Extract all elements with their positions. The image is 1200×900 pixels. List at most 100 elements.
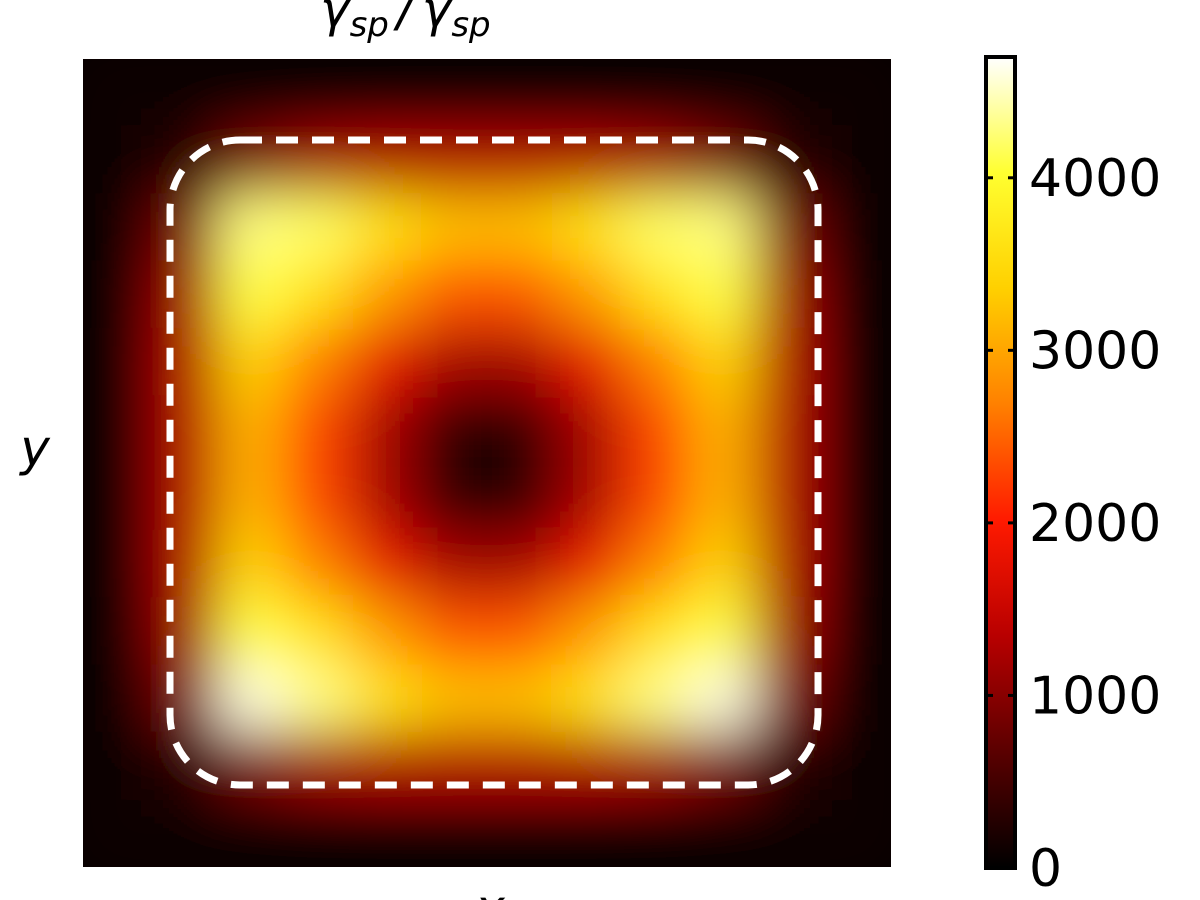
heatmap-cell [553,664,623,733]
heatmap-cell [419,664,488,733]
heatmap-cell [351,193,421,262]
heatmap-cell [149,529,219,599]
heatmap-cell [83,260,151,329]
heatmap-cell [149,731,219,801]
heatmap-cell [351,597,421,666]
heatmap [83,59,891,867]
heatmap-cell [83,193,151,262]
heatmap-cell [688,462,757,531]
heatmap-cell [149,462,219,531]
heatmap-cell [755,664,825,733]
heatmap-cell [83,125,151,195]
heatmap-cell [217,664,286,733]
heatmap-cell [621,462,690,531]
heatmap-cell [621,260,690,329]
heatmap-cell [755,529,825,599]
heatmap-cell [621,327,690,397]
heatmap-cell [688,260,757,329]
heatmap-cell [823,731,891,801]
heatmap-cell [755,799,825,867]
heatmap-cell [823,125,891,195]
heatmap-cell [284,597,353,666]
heatmap-cell [284,395,353,464]
heatmap-cell [621,731,690,801]
heatmap-cell [419,327,488,397]
heatmap-cell [553,327,623,397]
heatmap-cell [486,799,555,867]
heatmap-cell [553,193,623,262]
heatmap-cell [755,462,825,531]
heatmap-cell [486,327,555,397]
heatmap-cell [351,395,421,464]
heatmap-cell [823,260,891,329]
colorbar-ticks: 0 1000 2000 3000 4000 [986,149,1161,899]
heatmap-cell [217,799,286,867]
heatmap-cell [83,327,151,397]
heatmap-cell [284,327,353,397]
heatmap-cell [553,529,623,599]
heatmap-cell [823,664,891,733]
heatmap-cell [284,664,353,733]
heatmap-cell [351,731,421,801]
heatmap-cell [688,799,757,867]
heatmap-cell [688,395,757,464]
heatmap-cell [351,529,421,599]
heatmap-cell [688,125,757,195]
title-symbol: γ [320,0,352,38]
heatmap-cell [217,529,286,599]
heatmap-cell [553,125,623,195]
heatmap-cell [755,59,825,127]
y-axis-label: y [18,419,51,477]
heatmap-cell [217,462,286,531]
title-symbol: γ [422,0,454,38]
heatmap-cell [351,664,421,733]
heatmap-cell [823,799,891,867]
heatmap-cell [621,597,690,666]
heatmap-cell [486,597,555,666]
heatmap-cell [149,327,219,397]
heatmap-cell [621,193,690,262]
heatmap-cell [149,260,219,329]
heatmap-cell [553,260,623,329]
heatmap-cell [823,529,891,599]
heatmap-cell [486,395,555,464]
title-subscript: sp [350,5,389,45]
heatmap-cell [553,597,623,666]
heatmap-cell [351,59,421,127]
heatmap-cell [149,59,219,127]
heatmap-cell [419,799,488,867]
heatmap-cell [621,664,690,733]
heatmap-cell [149,395,219,464]
colorbar [984,55,1017,870]
heatmap-cell [83,462,151,531]
heatmap-cell [553,462,623,531]
heatmap-cell [755,597,825,666]
heatmap-cell [688,731,757,801]
heatmap-cell [351,260,421,329]
heatmap-cell [486,664,555,733]
title-separator: / [393,0,419,38]
heatmap-cell [553,395,623,464]
heatmap-cell [217,731,286,801]
heatmap-cell [351,799,421,867]
heatmap-cell [621,799,690,867]
heatmap-cell [419,59,488,127]
heatmap-cell [351,125,421,195]
heatmap-cell [486,59,555,127]
heatmap-cell [419,125,488,195]
colorbar-tick-label: 1000 [1029,666,1161,726]
heatmap-cell [217,597,286,666]
heatmap-cell [284,59,353,127]
heatmap-cell [486,193,555,262]
heatmap-cell [284,529,353,599]
heatmap-cell [419,731,488,801]
heatmap-cell [149,664,219,733]
heatmap-cell [284,731,353,801]
heatmap-cell [688,327,757,397]
heatmap-cell [688,529,757,599]
heatmap-cell [217,59,286,127]
heatmap-cell [419,597,488,666]
heatmap-cell [553,799,623,867]
heatmap-cell [217,125,286,195]
heatmap-cell [688,664,757,733]
